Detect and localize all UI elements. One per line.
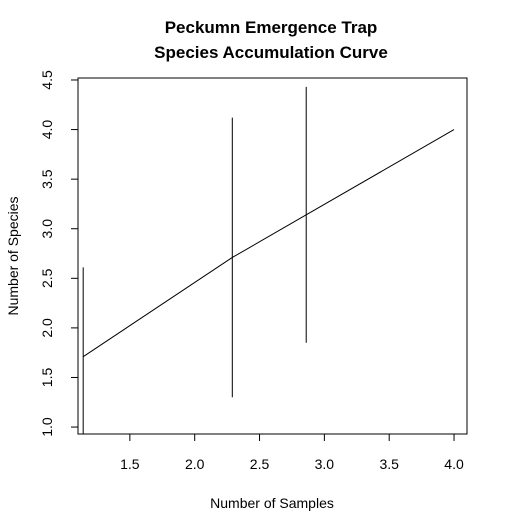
y-tick-label: 4.5 xyxy=(39,70,55,90)
x-tick-label: 3.0 xyxy=(315,456,335,472)
x-tick-label: 2.0 xyxy=(185,456,205,472)
x-tick-label: 1.5 xyxy=(120,456,140,472)
x-tick-label: 2.5 xyxy=(250,456,270,472)
y-tick-label: 2.5 xyxy=(39,268,55,288)
y-tick-label: 4.0 xyxy=(39,120,55,140)
y-tick-label: 3.0 xyxy=(39,219,55,239)
plot-marks xyxy=(82,86,455,434)
chart-title-line-2: Species Accumulation Curve xyxy=(154,43,388,62)
series-line xyxy=(82,129,455,358)
chart-title-line-1: Peckumn Emergence Trap xyxy=(165,18,378,37)
x-axis: 1.5 2.0 2.5 3.0 3.5 4.0 xyxy=(120,434,464,472)
chart-title: Peckumn Emergence Trap Species Accumulat… xyxy=(154,18,388,62)
y-axis: 1.0 1.5 2.0 2.5 3.0 3.5 4.0 4.5 xyxy=(39,70,78,437)
x-tick-label: 4.0 xyxy=(444,456,464,472)
x-axis-label: Number of Samples xyxy=(210,495,334,511)
y-axis-label: Number of Species xyxy=(5,196,21,315)
y-tick-label: 1.0 xyxy=(39,417,55,437)
x-tick-label: 3.5 xyxy=(379,456,399,472)
plot-frame xyxy=(77,77,468,435)
y-tick-label: 1.5 xyxy=(39,368,55,388)
y-tick-label: 3.5 xyxy=(39,169,55,189)
y-tick-label: 2.0 xyxy=(39,318,55,338)
